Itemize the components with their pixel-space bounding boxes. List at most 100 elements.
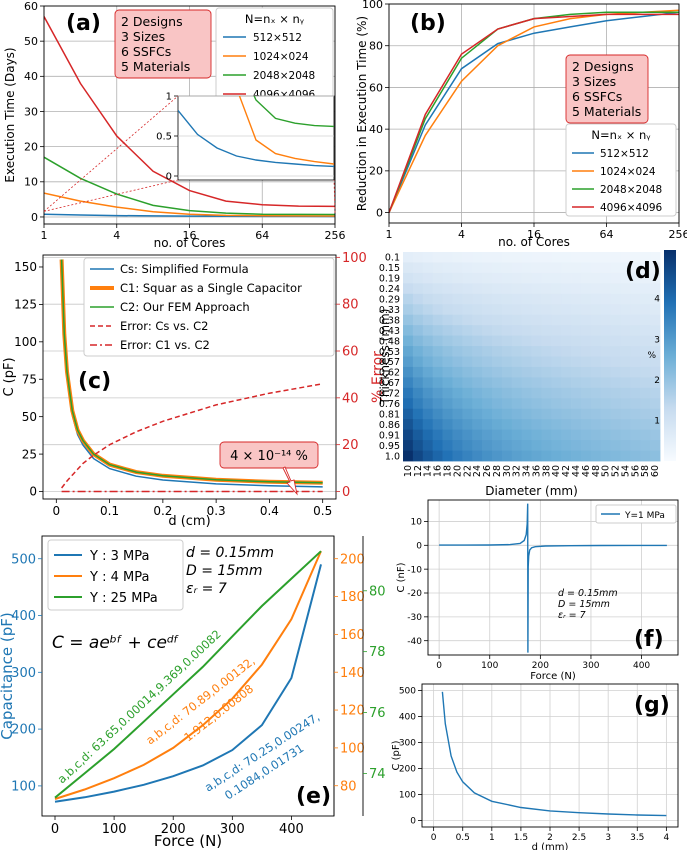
heatmap-cell: [443, 346, 453, 357]
heatmap-cell: [443, 262, 453, 273]
heatmap-cell: [462, 252, 472, 263]
colorbar-tick-label: 3: [654, 335, 660, 345]
y-tick-label: 80: [340, 779, 357, 794]
heatmap-cell: [452, 398, 462, 409]
heatmap-cell: [581, 336, 591, 347]
x-tick-label: 1: [386, 228, 393, 241]
heatmap-cell: [532, 377, 542, 388]
heatmap-cell: [601, 304, 611, 315]
x-tick-label: 64: [600, 228, 614, 241]
heatmap-cell: [413, 430, 423, 441]
series-line: [442, 692, 666, 816]
heatmap-cell: [611, 430, 621, 441]
heatmap-cell: [452, 367, 462, 378]
heatmap-cell: [452, 336, 462, 347]
annotation-box-line: 5 Materials: [572, 104, 641, 119]
heatmap-cell: [462, 398, 472, 409]
heatmap-cell: [472, 367, 482, 378]
heatmap-cell: [561, 430, 571, 441]
heatmap-cell: [433, 388, 443, 399]
heatmap-cell: [502, 252, 512, 263]
annotation-box-line: 3 Sizes: [121, 29, 165, 44]
heatmap-cell: [640, 440, 650, 451]
panel-label: (a): [66, 11, 101, 36]
heatmap-cell: [443, 430, 453, 441]
y-tick-label: 40: [24, 70, 38, 83]
y-tick-label: 60: [342, 345, 359, 360]
legend-title: N=nₓ × nᵧ: [245, 12, 305, 26]
heatmap-cell: [571, 440, 581, 451]
annotation-box-line: 6 SSFCs: [121, 44, 171, 59]
legend-entry: 2048×2048: [600, 184, 662, 196]
annotation-text: d = 0.15mm: [558, 588, 618, 599]
heatmap-cell: [630, 346, 640, 357]
heatmap-cell: [492, 430, 502, 441]
y-axis-label: C (nF): [396, 562, 407, 592]
heatmap-cell: [512, 304, 522, 315]
x-tick-label: 4: [458, 228, 465, 241]
heatmap-cell: [620, 367, 630, 378]
heatmap-cell: [541, 294, 551, 305]
legend-entry: C2: Our FEM Approach: [120, 300, 250, 314]
heatmap-cell: [433, 346, 443, 357]
heatmap-cell: [413, 325, 423, 336]
heatmap-cell: [532, 398, 542, 409]
heatmap-cell: [581, 440, 591, 451]
y-axis-label: C (pF): [2, 357, 17, 396]
heatmap-cell: [492, 451, 502, 462]
heatmap-cell: [571, 315, 581, 326]
heatmap-cell: [482, 388, 492, 399]
heatmap-cell: [403, 388, 413, 399]
heatmap-cell: [571, 409, 581, 420]
heatmap-cell: [541, 388, 551, 399]
heatmap-cell: [423, 451, 433, 462]
legend-entry: Error: C1 vs. C2: [120, 338, 210, 352]
heatmap-cell: [433, 398, 443, 409]
heatmap-cell: [591, 252, 601, 263]
y-tick-label: 0.91: [379, 430, 400, 441]
heatmap-cell: [601, 451, 611, 462]
x-tick-label: 3.5: [630, 833, 644, 843]
heatmap-cell: [630, 451, 640, 462]
heatmap-cell: [591, 273, 601, 284]
heatmap-cell: [581, 304, 591, 315]
y-axis-label: Reduction in Execution Time (%): [355, 16, 369, 211]
heatmap-cell: [601, 325, 611, 336]
heatmap-cell: [601, 398, 611, 409]
heatmap-cell: [620, 294, 630, 305]
heatmap-cell: [462, 336, 472, 347]
y-tick-label: 0.19: [379, 274, 400, 285]
heatmap-cell: [512, 315, 522, 326]
heatmap-cell: [482, 357, 492, 368]
heatmap-cell: [650, 304, 660, 315]
heatmap-cell: [591, 294, 601, 305]
y-tick-label: 0.24: [379, 284, 400, 295]
heatmap-cell: [462, 377, 472, 388]
heatmap-cell: [630, 283, 640, 294]
heatmap-cell: [472, 440, 482, 451]
heatmap-cell: [532, 273, 542, 284]
heatmap-cell: [443, 388, 453, 399]
heatmap-cell: [472, 294, 482, 305]
legend-entry: 4096×4096: [600, 202, 663, 214]
heatmap-cell: [611, 440, 621, 451]
heatmap-cell: [502, 409, 512, 420]
heatmap-cell: [413, 252, 423, 263]
legend-entry: Cs: Simplified Formula: [120, 262, 249, 276]
annotation-text: d = 0.15mm: [186, 545, 274, 561]
heatmap-cell: [620, 409, 630, 420]
heatmap-cell: [423, 294, 433, 305]
heatmap-cell: [551, 315, 561, 326]
heatmap-cell: [423, 283, 433, 294]
y-tick-label: 20: [24, 140, 38, 153]
y-tick-label: 78: [369, 645, 386, 660]
heatmap-cell: [601, 336, 611, 347]
heatmap-cell: [423, 430, 433, 441]
fit-formula: C = aeᵇᶠ + ceᵈᶠ: [52, 633, 179, 653]
y-tick-label: 0.95: [379, 441, 400, 452]
heatmap-cell: [452, 451, 462, 462]
heatmap-cell: [522, 419, 532, 430]
heatmap-cell: [581, 283, 591, 294]
heatmap-cell: [561, 304, 571, 315]
